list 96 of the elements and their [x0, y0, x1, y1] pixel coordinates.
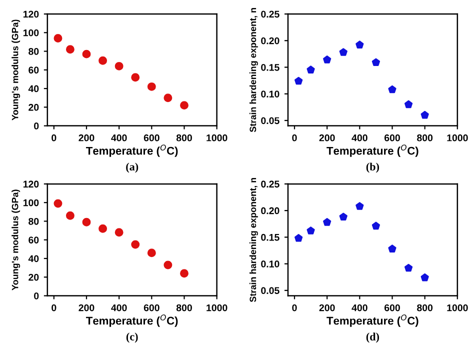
point	[323, 218, 332, 226]
x-axis-title: Temperature ($^{O}$C)	[326, 314, 418, 327]
x-axis-title: Temperature ($^{O}$C)	[86, 144, 178, 157]
point	[114, 62, 124, 70]
x-axis-title: Temperature ($^{O}$C)	[86, 314, 178, 327]
y-axis-title: Strain hardening exponent, n	[250, 8, 258, 132]
x-tick-label: 1000	[447, 304, 468, 312]
y-tick-label: 20	[28, 274, 39, 281]
text: (a)	[126, 162, 138, 173]
point	[147, 82, 156, 91]
y-tick-label: 100	[23, 29, 39, 36]
x-tick-label: 600	[384, 134, 400, 142]
y-axis-title: Young's modulus (GPa)	[12, 190, 20, 290]
point	[98, 56, 108, 65]
point	[339, 212, 348, 221]
point	[372, 58, 380, 66]
y-tick-label: 40	[28, 85, 39, 92]
x-tick-label: 0	[52, 134, 56, 142]
y-tick-label: 0.10	[261, 90, 280, 98]
y-tick-label: 0.15	[261, 64, 280, 71]
x-tick-label: 200	[319, 134, 335, 142]
x-tick-label: 600	[384, 304, 400, 312]
y-tick-label: 0.15	[261, 234, 280, 241]
y-tick-label: 0.10	[261, 260, 280, 268]
y-tick-label: 80	[28, 218, 39, 225]
x-tick-label: 400	[111, 134, 127, 142]
point	[164, 260, 172, 270]
point	[54, 199, 62, 208]
point	[323, 56, 332, 64]
x-tick-label: 400	[352, 134, 368, 142]
point	[164, 94, 172, 102]
y-tick-label: 120	[23, 180, 39, 188]
point	[294, 76, 303, 85]
point	[420, 273, 429, 282]
x-tick-label: 200	[78, 304, 94, 312]
y-tick-label: 0.05	[261, 287, 280, 294]
point	[131, 240, 140, 249]
y-tick-label: 80	[28, 48, 39, 55]
x-tick-label: 800	[176, 134, 192, 142]
y-tick-label: 0.20	[261, 207, 280, 214]
point	[131, 73, 140, 82]
text: (b)	[366, 162, 379, 173]
point	[180, 101, 188, 110]
x-tick-label: 0	[292, 304, 297, 312]
y-tick-label: 60	[28, 236, 39, 244]
point	[114, 228, 124, 237]
y-tick-label: 0.25	[261, 180, 280, 188]
point	[54, 34, 62, 42]
y-tick-label: 0	[34, 122, 39, 130]
point	[404, 100, 413, 108]
point	[98, 224, 108, 233]
text: (d)	[366, 332, 379, 343]
point	[66, 211, 74, 220]
x-tick-label: 1000	[447, 134, 468, 142]
point	[356, 40, 364, 48]
y-tick-label: 0.25	[261, 10, 280, 18]
point	[420, 110, 429, 119]
point	[388, 85, 396, 94]
y-axis-title: Strain hardening exponent, n	[250, 178, 258, 302]
x-tick-label: 0	[52, 304, 56, 312]
y-tick-label: 100	[23, 199, 39, 206]
point	[82, 50, 91, 58]
point	[388, 244, 396, 252]
x-tick-label: 600	[144, 134, 160, 142]
x-tick-label: 800	[417, 304, 433, 312]
point	[180, 269, 188, 278]
y-axis-title: Young's modulus (GPa)	[12, 20, 20, 120]
x-tick-label: 1000	[206, 134, 228, 142]
point	[404, 264, 413, 272]
point	[82, 218, 91, 226]
x-tick-label: 0	[292, 134, 297, 142]
y-tick-label: 60	[28, 66, 39, 74]
y-tick-label: 20	[28, 104, 39, 111]
point	[339, 48, 348, 56]
y-tick-label: 0	[34, 292, 39, 300]
point	[356, 202, 364, 210]
x-tick-label: 400	[111, 304, 127, 312]
point	[306, 66, 315, 74]
point	[66, 45, 74, 54]
x-tick-label: 1000	[206, 304, 228, 312]
x-tick-label: 200	[78, 134, 94, 142]
x-tick-label: 800	[176, 304, 192, 312]
x-tick-label: 200	[319, 304, 335, 312]
point	[294, 234, 303, 242]
x-tick-label: 800	[417, 134, 433, 142]
y-tick-label: 40	[28, 255, 39, 262]
y-tick-label: 120	[23, 10, 39, 18]
text: (c)	[126, 332, 138, 343]
point	[147, 248, 156, 258]
x-axis-title: Temperature ($^{O}$C)	[326, 144, 418, 157]
x-tick-label: 600	[144, 304, 160, 312]
x-tick-label: 400	[352, 304, 368, 312]
y-tick-label: 0.20	[261, 37, 280, 44]
y-tick-label: 0.05	[261, 117, 280, 124]
point	[306, 226, 315, 234]
point	[372, 222, 380, 230]
